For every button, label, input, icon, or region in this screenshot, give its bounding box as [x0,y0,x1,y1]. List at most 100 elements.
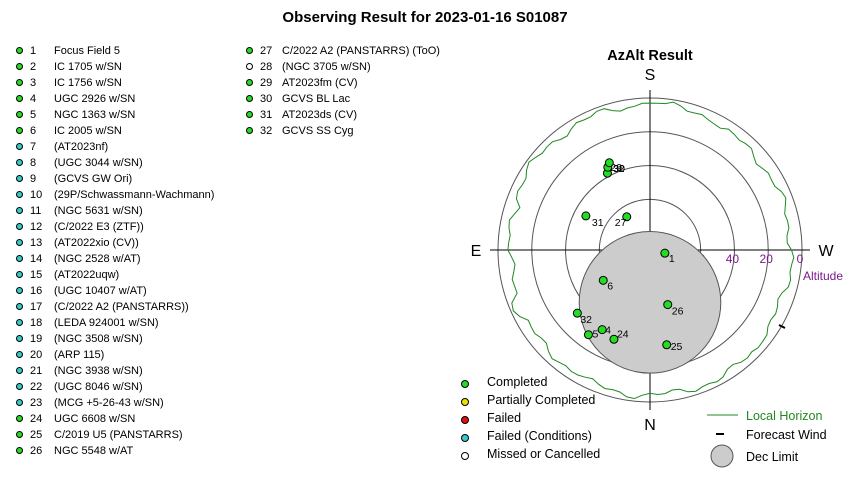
status-dot-icon [16,415,23,422]
target-point [662,340,672,350]
status-dot-icon [16,255,23,262]
status-dot-icon [16,431,23,438]
target-name: (C/2022 E3 (ZTF)) [54,221,144,233]
target-point-label: 5 [592,329,598,341]
target-name: (C/2022 A2 (PANSTARRS)) [54,301,189,313]
status-dot-icon [16,175,23,182]
status-dot-icon [16,447,23,454]
target-point-label: 29 [610,162,622,174]
target-number: 23 [30,397,43,409]
status-dot-icon [246,111,253,118]
target-point-label: 26 [672,306,684,318]
status-dot-icon [16,335,23,342]
altitude-axis-label: Altitude [803,269,843,283]
target-name: UGC 6608 w/SN [54,413,136,425]
target-name: NGC 5548 w/AT [54,445,134,457]
status-dot-icon [16,159,23,166]
target-point [604,158,614,168]
legend-label: Failed (Conditions) [487,429,592,443]
forecast-wind-marker [778,324,786,329]
legend-dot-icon [461,416,469,424]
target-number: 8 [30,157,37,169]
status-dot-icon [16,63,23,70]
target-name: IC 1705 w/SN [54,61,122,73]
target-number: 3 [30,77,37,89]
target-number: 9 [30,173,37,185]
altitude-tick-label: 0 [797,252,804,266]
target-number: 18 [30,317,43,329]
target-number: 32 [260,125,273,137]
target-point-label: 32 [613,163,625,175]
target-point [663,300,673,310]
target-name: IC 2005 w/SN [54,125,122,137]
target-point [660,248,670,258]
target-point [572,308,582,318]
target-name: Focus Field 5 [54,45,121,57]
status-dot-icon [16,239,23,246]
target-number: 21 [30,365,43,377]
status-dot-icon [16,47,23,54]
target-name: (NGC 3705 w/SN) [282,61,371,73]
target-point [581,211,591,221]
status-dot-icon [16,319,23,326]
target-name: (UGC 3044 w/SN) [54,157,143,169]
target-number: 19 [30,333,43,345]
target-name: (NGC 3938 w/SN) [54,365,143,377]
altitude-tick-label: 20 [760,252,774,266]
status-dot-icon [16,223,23,230]
dec-limit-legend-label: Dec Limit [746,450,799,464]
target-name: (NGC 3508 w/SN) [54,333,143,345]
status-dot-icon [16,127,23,134]
target-name: (LEDA 924001 w/SN) [54,317,159,329]
compass-north: N [644,417,656,434]
target-number: 26 [30,445,43,457]
compass-east: E [471,243,482,260]
target-number: 20 [30,349,43,361]
target-point [622,212,632,222]
target-number: 16 [30,285,43,297]
target-point-label: 27 [615,217,627,229]
target-name: NGC 1363 w/SN [54,109,136,121]
target-name: GCVS BL Lac [282,93,351,105]
target-name: (NGC 5631 w/SN) [54,205,143,217]
target-number: 13 [30,237,43,249]
target-name: AT2023ds (CV) [282,109,357,121]
legend-label: Failed [487,411,522,425]
status-dot-icon [16,351,23,358]
status-dot-icon [16,367,23,374]
compass-west: W [818,243,834,260]
status-dot-icon [16,111,23,118]
status-dot-icon [246,95,253,102]
target-number: 12 [30,221,43,233]
target-point [609,334,619,344]
target-number: 6 [30,125,37,137]
wind-legend-label: Forecast Wind [746,428,827,442]
target-number: 27 [260,45,273,57]
compass-south: S [645,67,656,84]
target-number: 14 [30,253,43,265]
status-dot-icon [16,271,23,278]
status-dot-icon [246,79,253,86]
status-dot-icon [16,143,23,150]
target-point-label: 25 [671,341,683,353]
status-dot-icon [16,207,23,214]
target-point [598,275,608,285]
target-point-label: 24 [617,328,629,340]
legend-dot-icon [461,434,469,442]
target-number: 24 [30,413,43,425]
target-name: (29P/Schwassmann-Wachmann) [54,189,215,201]
status-dot-icon [246,47,253,54]
status-dot-icon [16,383,23,390]
legend-label: Missed or Cancelled [487,447,601,461]
dec-limit-legend-icon [710,444,734,468]
target-number: 15 [30,269,43,281]
target-name: (NGC 2528 w/AT) [54,253,141,265]
target-number: 10 [30,189,43,201]
status-dot-icon [16,79,23,86]
target-number: 31 [260,109,273,121]
target-number: 2 [30,61,37,73]
status-dot-icon [16,399,23,406]
status-dot-icon [246,127,253,134]
target-number: 1 [30,45,37,57]
